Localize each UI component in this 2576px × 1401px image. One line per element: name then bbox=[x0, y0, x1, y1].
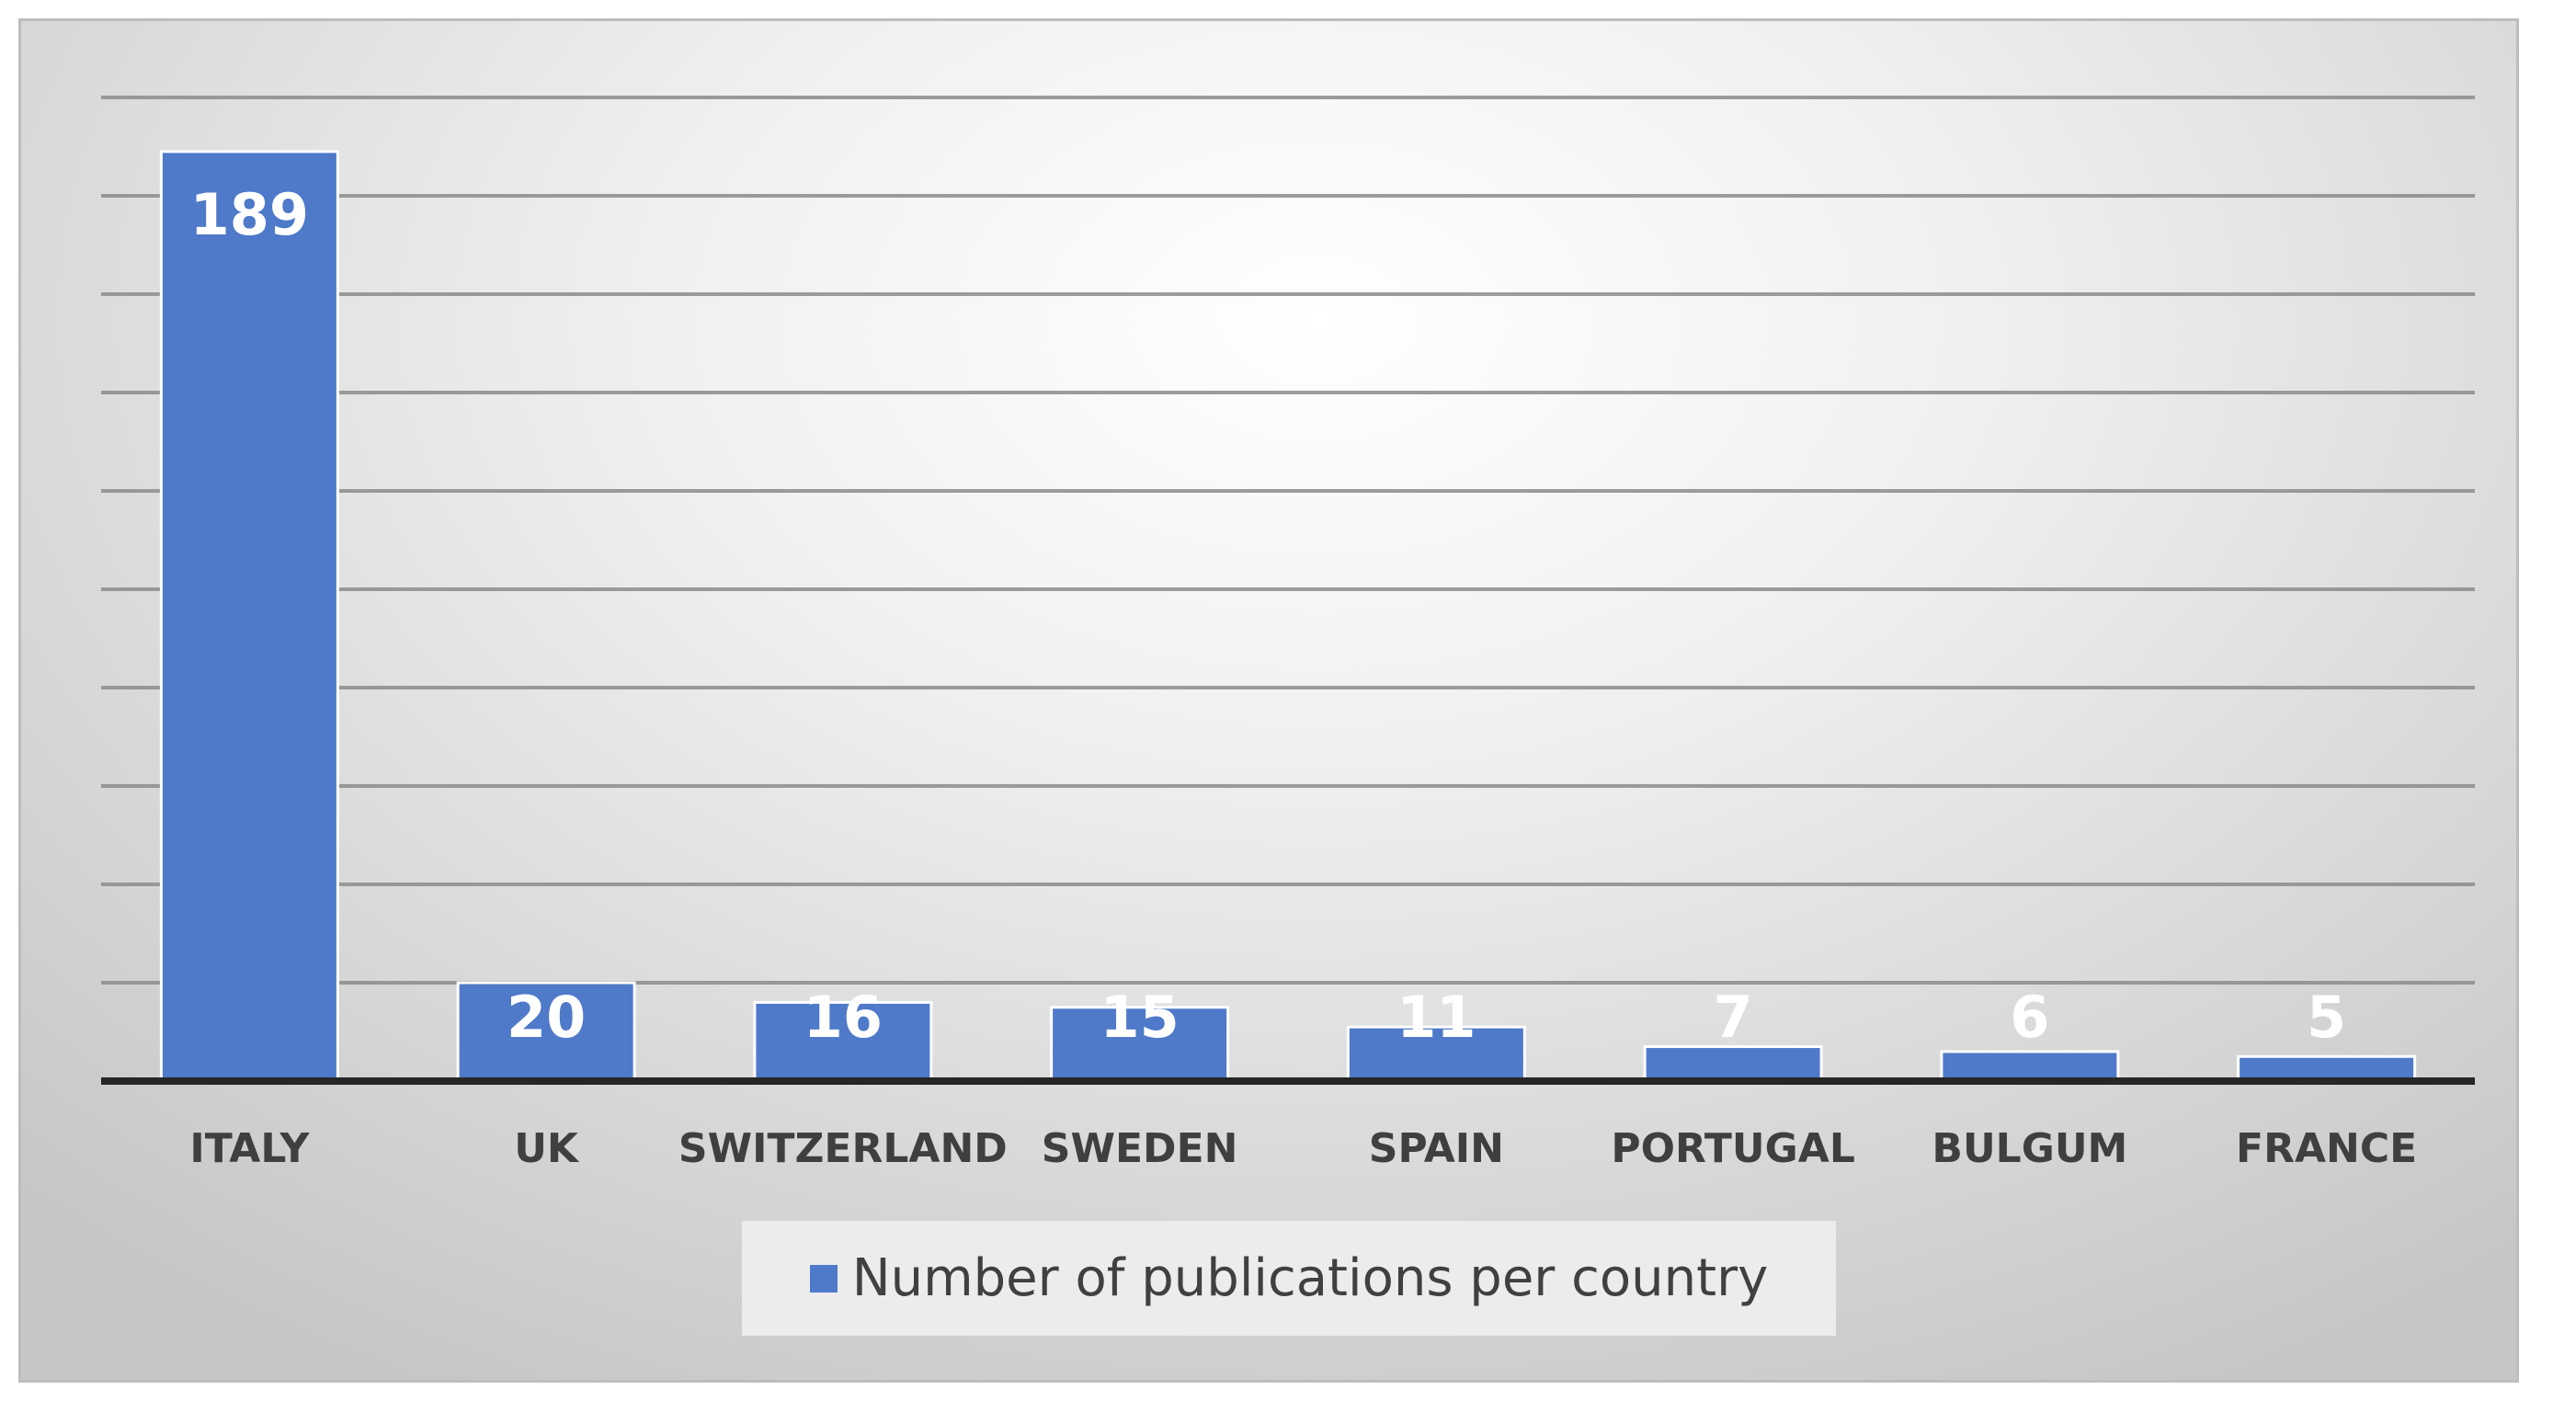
legend: Number of publications per country bbox=[742, 1221, 1836, 1336]
legend-swatch bbox=[809, 1264, 838, 1293]
data-labels: 189 20 16 15 11 7 6 5 bbox=[190, 181, 2347, 1051]
bar-uk bbox=[456, 981, 636, 1083]
tick-label-sweden: SWEDEN bbox=[1042, 1125, 1238, 1172]
bar-spain bbox=[1346, 1025, 1526, 1083]
tick-label-uk: UK bbox=[514, 1125, 580, 1172]
tick-label-italy: ITALY bbox=[189, 1125, 310, 1172]
x-tick-labels: ITALY UK SWITZERLAND SWEDEN SPAIN PORTUGAL BUL… bbox=[189, 1125, 2417, 1172]
tick-label-bulgum: BULGUM bbox=[1932, 1125, 2127, 1172]
bar-bulgum bbox=[1940, 1050, 2120, 1083]
data-label-spain: 11 bbox=[1396, 984, 1476, 1051]
tick-label-switzerland: SWITZERLAND bbox=[678, 1125, 1008, 1172]
data-label-france: 5 bbox=[2307, 984, 2346, 1051]
bar-sweden bbox=[1050, 1006, 1230, 1083]
tick-label-france: FRANCE bbox=[2236, 1125, 2417, 1172]
data-label-switzerland: 16 bbox=[804, 984, 883, 1051]
data-label-portugal: 7 bbox=[1714, 984, 1753, 1051]
chart-frame bbox=[18, 18, 2519, 1383]
bars bbox=[159, 150, 2417, 1083]
bar-france bbox=[2237, 1054, 2417, 1083]
data-label-sweden: 15 bbox=[1100, 984, 1179, 1051]
gridlines bbox=[101, 96, 2475, 985]
bar-portugal bbox=[1643, 1045, 1823, 1083]
data-label-bulgum: 6 bbox=[2010, 984, 2049, 1051]
bar-italy bbox=[159, 150, 339, 1083]
data-label-italy: 189 bbox=[190, 181, 309, 248]
legend-label: Number of publications per country bbox=[851, 1248, 1769, 1308]
tick-label-spain: SPAIN bbox=[1369, 1125, 1504, 1172]
data-label-uk: 20 bbox=[507, 984, 586, 1051]
tick-label-portugal: PORTUGAL bbox=[1611, 1125, 1855, 1172]
